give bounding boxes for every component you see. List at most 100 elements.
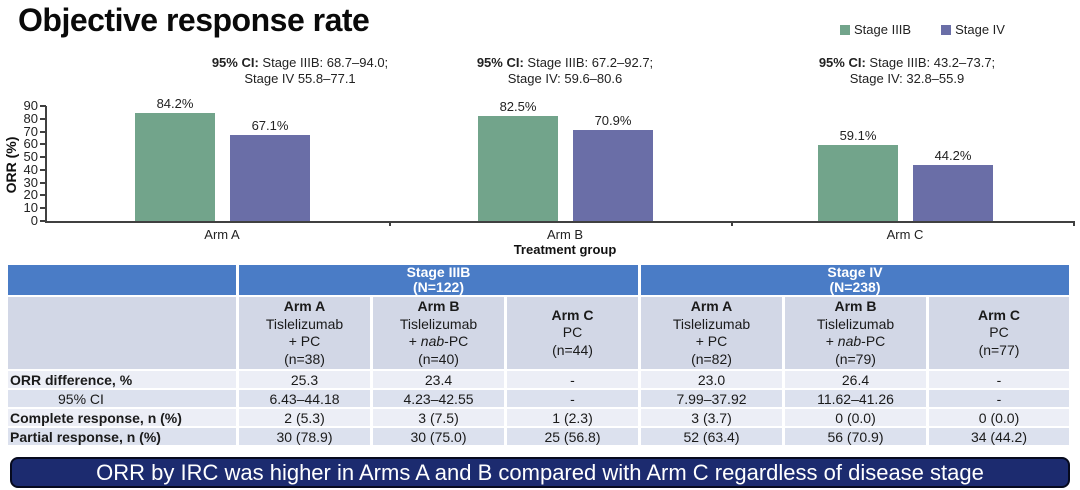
bar-value-label: 82.5% bbox=[499, 98, 537, 114]
table-cell: 25 (56.8) bbox=[507, 428, 638, 445]
arm-header-text: Arm B bbox=[834, 298, 877, 314]
arm-header-text: (n=77) bbox=[978, 341, 1020, 358]
stage-group-n: (N=238) bbox=[829, 279, 881, 295]
row-label: ORR difference, % bbox=[8, 371, 236, 388]
stage-group-title: Stage IV bbox=[827, 265, 883, 280]
y-tick-mark bbox=[40, 105, 46, 107]
arm-header-text: (n=44) bbox=[552, 341, 593, 358]
ci-line2: Stage IV: 32.8–55.9 bbox=[849, 71, 965, 86]
page-title: Objective response rate bbox=[18, 2, 370, 38]
arm-header-cell: Arm B Tislelizumab + nab-PC (n=79) bbox=[785, 297, 926, 369]
arm-header-text: Arm A bbox=[690, 298, 733, 314]
ci-bold: 95% CI: bbox=[818, 55, 866, 70]
arm-header-line: PC bbox=[563, 324, 582, 342]
y-tick-label: 70 bbox=[23, 123, 38, 139]
row-label: Complete response, n (%) bbox=[8, 409, 236, 426]
results-table: Stage IIIB (N=122) Stage IV (N=238) Arm A Tis… bbox=[8, 265, 1069, 445]
table-cell: 11.62–41.26 bbox=[785, 390, 926, 407]
row-label: Partial response, n (%) bbox=[8, 428, 236, 445]
arm-header-text: PC bbox=[562, 324, 583, 341]
arm-header-text: Arm A bbox=[283, 298, 326, 314]
bar-stage-iiib bbox=[135, 113, 215, 221]
ci-rest: Stage IIIB: 43.2–73.7; bbox=[865, 55, 996, 70]
arm-header-line: Tislelizumab bbox=[266, 316, 343, 334]
arm-header-line: + nab-PC bbox=[826, 333, 886, 351]
arm-header-line: Tislelizumab bbox=[673, 316, 750, 334]
y-tick-mark bbox=[40, 194, 46, 197]
arm-header-line: + nab-PC bbox=[409, 333, 469, 351]
table-cell: 23.4 bbox=[373, 371, 504, 388]
arm-header-line: Arm C bbox=[551, 307, 593, 325]
y-tick-label: 60 bbox=[23, 136, 38, 152]
ci-line2: Stage IV: 59.6–80.6 bbox=[507, 71, 623, 86]
legend-item-stage-iv: Stage IV bbox=[941, 22, 1005, 37]
arm-header-text: (n=79) bbox=[835, 350, 876, 367]
table-cell: 34 (44.2) bbox=[929, 428, 1069, 445]
table-cell: - bbox=[507, 390, 638, 407]
bar-value-label: 67.1% bbox=[251, 118, 289, 134]
y-tick-label: 40 bbox=[23, 161, 38, 177]
y-tick-label: 0 bbox=[30, 213, 38, 228]
table-cell: - bbox=[507, 371, 638, 388]
ci-bold: 95% CI: bbox=[476, 55, 524, 70]
arm-header-text: + bbox=[825, 333, 838, 349]
arm-header-line: Arm B bbox=[417, 298, 459, 316]
table-label-header-cell bbox=[8, 297, 236, 369]
ci-line2: Stage IV 55.8–77.1 bbox=[244, 71, 356, 86]
table-cell: 1 (2.3) bbox=[507, 409, 638, 426]
arm-header-text: nab bbox=[420, 333, 445, 349]
arm-header-text: (n=82) bbox=[691, 350, 732, 367]
stage-group-header: Stage IIIB (N=122) bbox=[239, 265, 638, 295]
bar-stage-iv bbox=[573, 130, 653, 221]
y-tick-mark bbox=[40, 156, 46, 159]
ci-bold: 95% CI: bbox=[211, 55, 259, 70]
arm-header-line: Arm A bbox=[691, 298, 733, 316]
ci-annotation-arm-c: 95% CI: Stage IIIB: 43.2–73.7; Stage IV:… bbox=[737, 55, 1077, 87]
arm-header-line: (n=44) bbox=[552, 342, 593, 360]
x-axis-tick bbox=[389, 221, 391, 226]
arm-header-line: (n=79) bbox=[835, 351, 876, 369]
bar-value-label: 59.1% bbox=[839, 128, 877, 144]
arm-header-line: + PC bbox=[289, 333, 321, 351]
arm-header-text: (n=40) bbox=[418, 350, 459, 367]
table-cell: - bbox=[929, 371, 1069, 388]
legend-swatch-icon bbox=[941, 24, 952, 35]
arm-header-line: + PC bbox=[696, 333, 728, 351]
legend-swatch-icon bbox=[840, 24, 850, 35]
arm-header-line: (n=40) bbox=[418, 351, 459, 369]
y-tick-mark bbox=[40, 130, 46, 133]
table-cell: 25.3 bbox=[239, 371, 370, 388]
y-tick-mark bbox=[40, 220, 46, 222]
legend-label: Stage IIIB bbox=[854, 22, 912, 37]
arm-header-line: Arm A bbox=[284, 298, 326, 316]
bar-stage-iv bbox=[230, 135, 310, 221]
bar-stage-iv bbox=[913, 164, 993, 221]
arm-header-text: (n=38) bbox=[284, 350, 325, 367]
bar-value-label: 84.2% bbox=[156, 96, 194, 112]
table-cell: 52 (63.4) bbox=[641, 428, 782, 445]
conclusion-banner: ORR by IRC was higher in Arms A and B co… bbox=[10, 457, 1070, 488]
table-cell: - bbox=[929, 390, 1069, 407]
arm-header-cell: Arm C PC (n=44) bbox=[507, 297, 638, 369]
x-axis-line bbox=[45, 221, 1075, 223]
arm-header-text: nab bbox=[837, 333, 862, 349]
x-axis-title: Treatment group bbox=[513, 242, 617, 257]
arm-header-text: Tislelizumab bbox=[265, 315, 344, 332]
stage-group-title: Stage IIIB bbox=[406, 265, 471, 280]
table-cell: 56 (70.9) bbox=[785, 428, 926, 445]
arm-header-line: Tislelizumab bbox=[817, 316, 894, 334]
x-category-label: Arm C bbox=[886, 227, 924, 242]
y-tick-label: 80 bbox=[23, 110, 38, 126]
row-label: 95% CI bbox=[8, 390, 236, 407]
y-tick-mark bbox=[40, 168, 46, 171]
y-tick-label: 50 bbox=[23, 149, 38, 165]
chart-legend: Stage IIIB Stage IV bbox=[840, 22, 1005, 37]
x-axis-tick bbox=[1073, 221, 1075, 226]
arm-header-text: Arm C bbox=[551, 306, 594, 323]
table-cell: 6.43–44.18 bbox=[239, 390, 370, 407]
arm-header-line: PC bbox=[989, 324, 1008, 342]
arm-header-text: Arm B bbox=[417, 298, 460, 314]
arm-header-cell: Arm B Tislelizumab + nab-PC (n=40) bbox=[373, 297, 504, 369]
arm-header-line: (n=82) bbox=[691, 351, 732, 369]
y-tick-label: 30 bbox=[23, 174, 38, 190]
